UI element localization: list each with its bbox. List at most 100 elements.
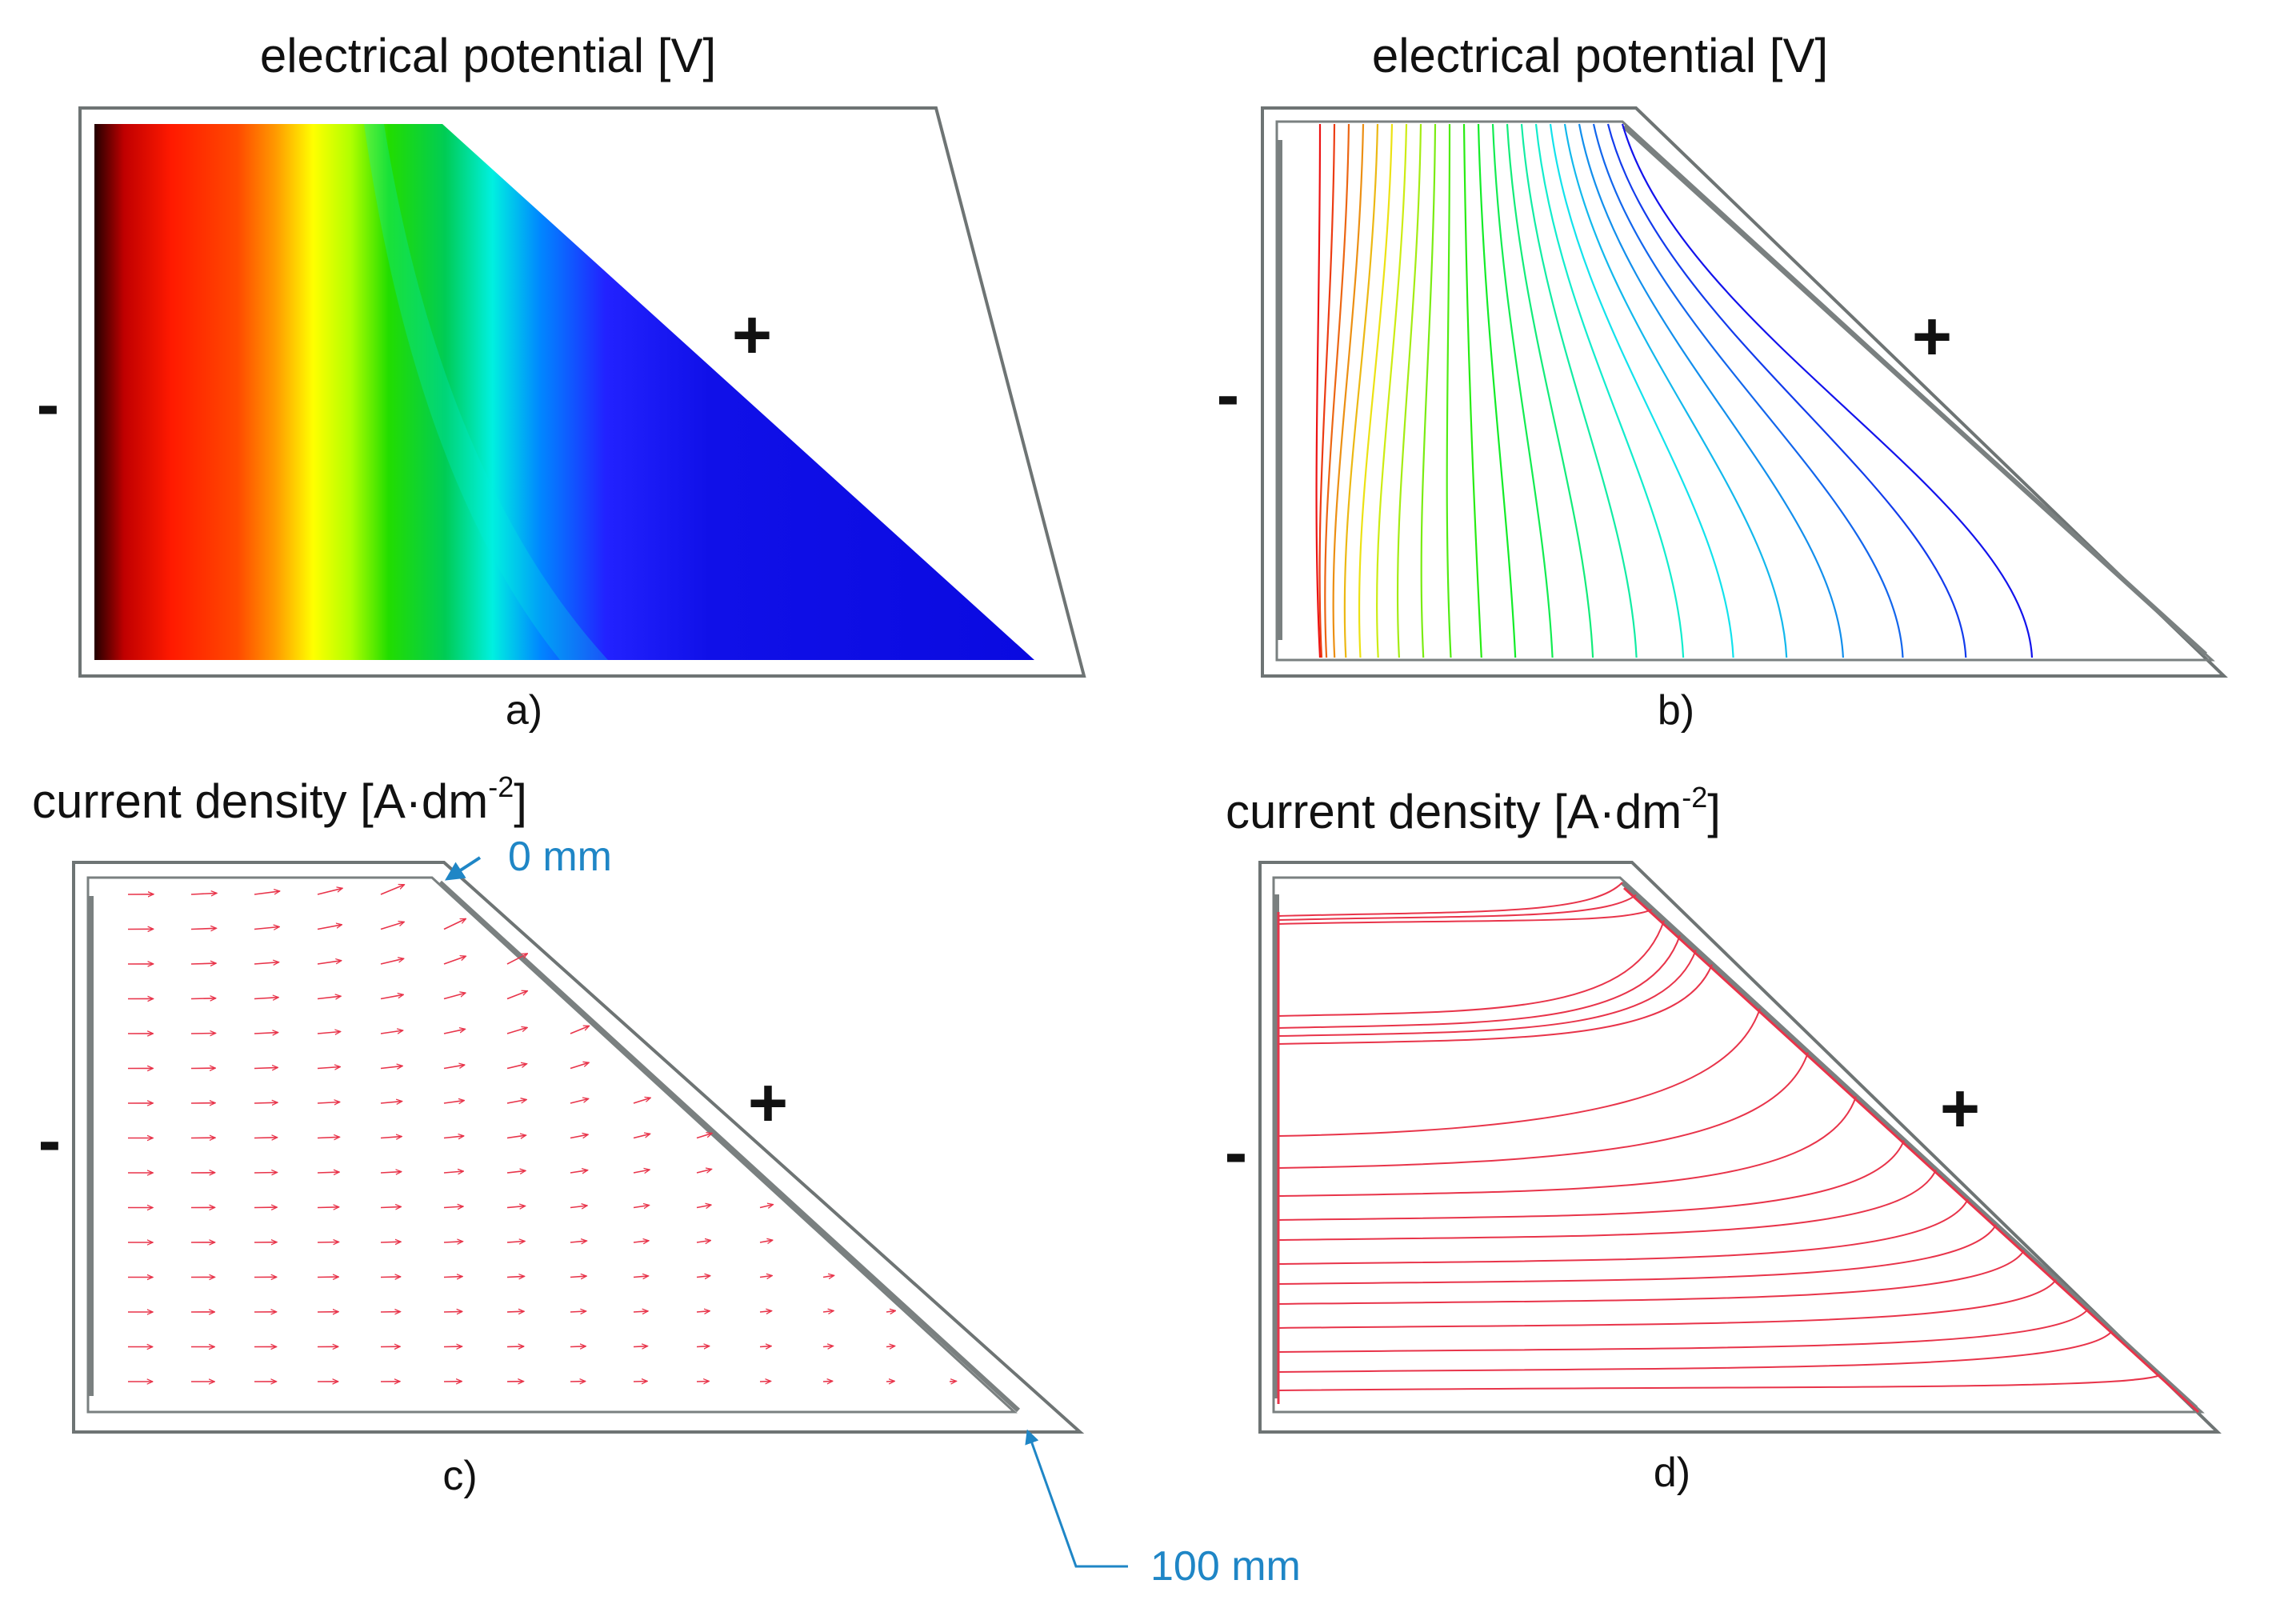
current-vector [570, 1206, 587, 1208]
zero-mm-label: 0 mm [508, 834, 612, 880]
streamline [1278, 1250, 2025, 1305]
current-density-vectors [127, 885, 957, 1382]
current-vector [633, 1276, 649, 1278]
panel-c-caption: c) [442, 1453, 477, 1499]
current-vector [506, 1311, 524, 1312]
panel-d-inner-outline [1272, 876, 2205, 1414]
panel-b-inner-outline [1275, 120, 2215, 662]
streamline [1278, 920, 1665, 1017]
current-vector [443, 918, 466, 930]
current-vector [506, 1170, 526, 1173]
streamline [1278, 1374, 2161, 1391]
current-vector [759, 1240, 773, 1242]
panel-d-cell-outline [1258, 861, 2222, 1434]
current-vector [696, 1241, 710, 1243]
isoline [1462, 123, 1482, 658]
current-vector [443, 1136, 464, 1138]
streamline [1278, 1308, 2089, 1353]
isoline [1332, 123, 1365, 658]
current-vector [254, 998, 278, 999]
current-vector [570, 1276, 586, 1277]
hundred-mm-label: 100 mm [1150, 1543, 1301, 1590]
panel-d-caption: d) [1654, 1450, 1690, 1496]
panel-a: electrical potential [V] - + a) [37, 29, 1086, 734]
panel-b-caption: b) [1658, 687, 1694, 734]
current-vector [759, 1276, 772, 1278]
panel-b-anode-plate [1622, 124, 2208, 657]
current-vector [633, 1170, 650, 1173]
isoline [1621, 123, 2034, 658]
current-vector [380, 1172, 402, 1173]
current-vector [254, 927, 279, 930]
current-vector [759, 1311, 772, 1312]
panel-c-inner-outline [86, 876, 1018, 1414]
panel-b-cathode-sign: - [1217, 357, 1240, 434]
streamline [1278, 1330, 2113, 1373]
current-vector [317, 1032, 341, 1034]
isoline [1606, 123, 1967, 658]
current-vector [570, 1098, 589, 1104]
current-vector [317, 1102, 340, 1104]
current-vector [696, 1169, 712, 1174]
current-vector [317, 1242, 339, 1243]
current-vector [443, 1277, 462, 1278]
panel-b: electrical potential [V] - + b) [1217, 29, 2228, 734]
current-vector [380, 1030, 403, 1034]
current-vector [443, 1206, 463, 1208]
current-streamlines [1277, 882, 2200, 1414]
panel-c-anode-plate [438, 880, 1021, 1413]
streamline [1278, 1096, 1857, 1197]
current-vector [633, 1134, 650, 1139]
current-vector [570, 1026, 590, 1034]
panel-b-title: electrical potential [V] [1372, 29, 1828, 82]
isoline [1534, 123, 1685, 658]
panel-a-caption: a) [506, 687, 542, 734]
isoline [1318, 123, 1336, 658]
streamline [1278, 1052, 1809, 1169]
potential-isolines [1315, 123, 2034, 658]
panel-c-cell-outline [72, 861, 1085, 1434]
hundred-mm-pointer [1025, 1429, 1128, 1568]
isoline [1324, 123, 1350, 658]
current-vector [190, 893, 217, 894]
current-vector [317, 996, 341, 998]
current-vector [380, 1102, 402, 1103]
current-vector [443, 1311, 462, 1312]
streamline [1278, 882, 1623, 917]
current-vector [506, 1276, 525, 1277]
current-vector [506, 1346, 524, 1347]
current-vector [380, 1137, 402, 1138]
current-vector [254, 891, 280, 895]
panel-c: current density [A·dm-2] - + c) 0 mm 100… [32, 770, 1301, 1590]
isoline [1343, 123, 1379, 658]
current-vector [759, 1346, 771, 1347]
current-vector [317, 1067, 340, 1069]
current-vector [380, 1277, 401, 1278]
current-vector [570, 1170, 588, 1173]
panel-a-cell-outline [78, 106, 1086, 678]
panel-d-anode-sign: + [1940, 1070, 1980, 1147]
current-vector [506, 1242, 525, 1243]
streamline [1278, 908, 1653, 925]
current-vector [443, 956, 466, 965]
current-vector [317, 1207, 339, 1208]
current-vector [254, 1033, 278, 1034]
current-vector [759, 1205, 774, 1208]
streamline [1278, 1008, 1761, 1137]
current-vector [696, 1311, 710, 1312]
isoline [1563, 123, 1788, 658]
current-vector [317, 1172, 339, 1173]
current-vector [317, 961, 342, 965]
streamline [1278, 934, 1681, 1029]
current-vector [443, 1029, 466, 1034]
isoline [1592, 123, 1904, 658]
current-vector [190, 998, 216, 999]
current-vector [822, 1311, 834, 1313]
potential-color-map [94, 124, 1034, 660]
current-vector [822, 1381, 833, 1382]
current-vector [190, 963, 216, 964]
current-vector [443, 993, 466, 1000]
panel-a-cathode-sign: - [37, 366, 60, 443]
isoline [1446, 123, 1452, 658]
current-vector [380, 1066, 402, 1068]
